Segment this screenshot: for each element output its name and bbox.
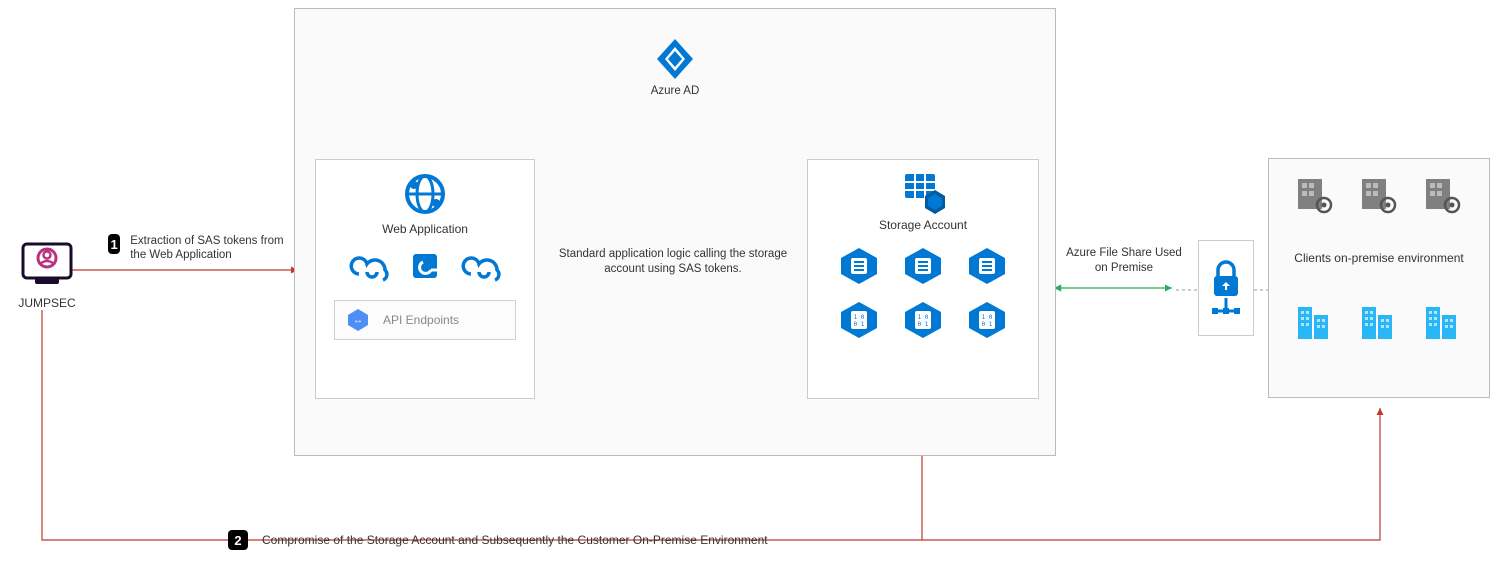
webapp-box: Web Application ↔ API Endpoints — [315, 159, 535, 399]
lock-box — [1198, 240, 1254, 336]
storage-title: Storage Account — [808, 218, 1038, 232]
svg-text:1 0: 1 0 — [918, 314, 929, 321]
building-gear-icon — [1422, 173, 1464, 215]
step1-text: Extraction of SAS tokens from the Web Ap… — [130, 234, 288, 263]
actor-label: JUMPSEC — [12, 296, 82, 310]
storage-box: Storage Account 1 00 1 1 00 1 1 00 1 — [807, 159, 1039, 399]
middle-label: Standard application logic calling the s… — [553, 247, 793, 277]
blob-hex-icon — [965, 246, 1009, 286]
azure-ad: Azure AD — [295, 37, 1055, 97]
api-endpoints-box: ↔ API Endpoints — [334, 300, 516, 340]
onprem-title: Clients on-premise environment — [1269, 251, 1489, 265]
step2-text: Compromise of the Storage Account and Su… — [262, 533, 768, 547]
storage-account-icon — [899, 170, 947, 214]
step2: 2 Compromise of the Storage Account and … — [228, 530, 768, 550]
api-hex-icon: ↔ — [345, 307, 371, 333]
cloud-service-icon — [347, 248, 391, 284]
svg-text:↔: ↔ — [353, 315, 363, 326]
building-blue-icon — [1422, 301, 1464, 343]
azure-ad-label: Azure AD — [295, 85, 1055, 97]
svg-text:1 0: 1 0 — [982, 314, 993, 321]
api-endpoints-label: API Endpoints — [383, 313, 459, 327]
binary-hex-icon: 1 00 1 — [965, 300, 1009, 340]
blob-hex-icon — [901, 246, 945, 286]
svg-text:1 0: 1 0 — [854, 314, 865, 321]
building-blue-icon — [1294, 301, 1336, 343]
vpn-lock-icon — [1206, 256, 1246, 320]
step-badge-1: 1 — [108, 234, 120, 254]
svg-text:0 1: 0 1 — [982, 321, 993, 328]
blob-hex-icon — [837, 246, 881, 286]
onprem-box: Clients on-premise environment — [1268, 158, 1490, 398]
building-gear-icon — [1294, 173, 1336, 215]
azure-cloud-container: Azure AD Web Application — [294, 8, 1056, 456]
cloud-service-icon — [459, 248, 503, 284]
binary-hex-icon: 1 00 1 — [837, 300, 881, 340]
webapp-title: Web Application — [316, 222, 534, 236]
binary-hex-icon: 1 00 1 — [901, 300, 945, 340]
azure-ad-icon — [653, 37, 697, 81]
webapp-icon — [401, 170, 449, 218]
building-gear-icon — [1358, 173, 1400, 215]
actor-jumpsec: JUMPSEC — [12, 230, 82, 310]
svg-text:0 1: 0 1 — [918, 321, 929, 328]
person-computer-icon — [17, 230, 77, 290]
step-badge-2: 2 — [228, 530, 248, 550]
svg-text:0 1: 0 1 — [854, 321, 865, 328]
building-blue-icon — [1358, 301, 1400, 343]
app-service-icon — [403, 248, 447, 284]
fileshare-label: Azure File Share Used on Premise — [1064, 246, 1184, 276]
step1: 1 Extraction of SAS tokens from the Web … — [108, 234, 288, 263]
